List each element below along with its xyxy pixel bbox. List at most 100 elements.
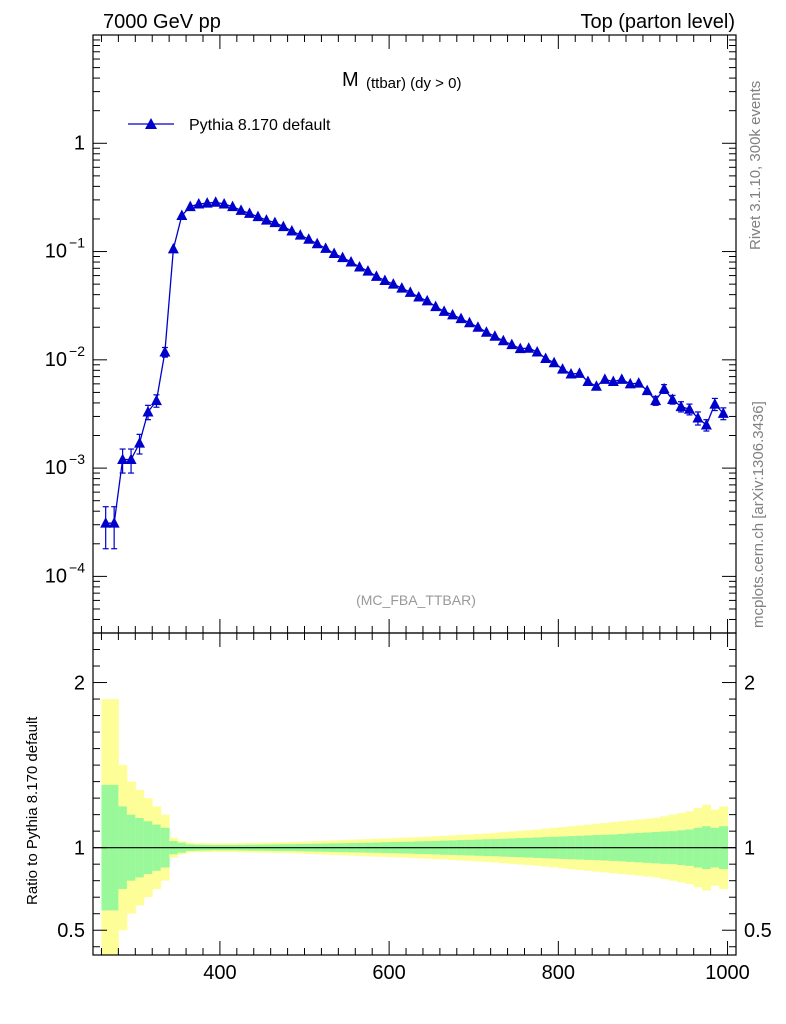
data-point bbox=[540, 352, 552, 363]
main-ytick-label: 10 bbox=[45, 457, 67, 479]
data-point bbox=[506, 338, 518, 350]
ratio-xtick-label: 600 bbox=[372, 962, 405, 984]
main-ytick-label: 1 bbox=[74, 132, 85, 154]
data-point bbox=[675, 400, 687, 412]
data-point bbox=[430, 300, 442, 312]
data-point bbox=[142, 405, 154, 417]
ratio-bands bbox=[101, 699, 729, 955]
main-ytick-label: 10 bbox=[45, 349, 67, 371]
data-point bbox=[573, 367, 585, 378]
ratio-ytick-label-right: 2 bbox=[744, 673, 755, 695]
legend-entry: Pythia 8.170 default bbox=[189, 117, 331, 134]
data-point bbox=[497, 334, 509, 346]
ratio-ylabel: Ratio to Pythia 8.170 default bbox=[24, 716, 41, 905]
data-point bbox=[311, 237, 323, 249]
data-point bbox=[557, 363, 569, 374]
header-right: Top (parton level) bbox=[580, 11, 735, 33]
data-point bbox=[523, 342, 535, 353]
data-point bbox=[159, 346, 171, 357]
main-ytick-exponent: −1 bbox=[69, 235, 85, 251]
data-point bbox=[582, 375, 594, 387]
data-point bbox=[345, 256, 357, 267]
main-series bbox=[100, 196, 729, 550]
ratio-ytick-label-right: 1 bbox=[744, 838, 755, 860]
data-point bbox=[370, 270, 382, 281]
data-point bbox=[531, 346, 543, 357]
data-point bbox=[303, 233, 315, 244]
data-point bbox=[480, 326, 492, 337]
legend-marker bbox=[145, 118, 157, 129]
series-line bbox=[105, 201, 724, 524]
data-point bbox=[658, 382, 670, 394]
data-point bbox=[320, 242, 332, 253]
data-point bbox=[201, 197, 213, 208]
main-title: M bbox=[342, 69, 359, 91]
analysis-tag: (MC_FBA_TTBAR) bbox=[356, 592, 476, 608]
data-point bbox=[607, 375, 619, 387]
data-point bbox=[235, 204, 247, 215]
data-point bbox=[244, 207, 256, 218]
data-point bbox=[616, 373, 628, 384]
data-point bbox=[700, 419, 712, 430]
data-point bbox=[328, 247, 340, 258]
data-point bbox=[455, 312, 467, 324]
data-point bbox=[633, 377, 645, 388]
data-point bbox=[599, 373, 611, 384]
data-point bbox=[396, 282, 408, 293]
data-point bbox=[413, 291, 425, 302]
ratio-xtick-label: 400 bbox=[203, 962, 236, 984]
data-point bbox=[379, 274, 391, 286]
ratio-xtick-label: 1000 bbox=[705, 962, 750, 984]
ratio-frame bbox=[92, 632, 737, 956]
main-ytick-exponent: −2 bbox=[69, 343, 85, 359]
legend: Pythia 8.170 default bbox=[128, 117, 331, 134]
main-ytick-label: 10 bbox=[45, 565, 67, 587]
ratio-ytick-label-right: 0.5 bbox=[744, 920, 772, 942]
data-point bbox=[100, 517, 112, 528]
data-point bbox=[387, 278, 399, 289]
data-point bbox=[125, 453, 137, 465]
data-point bbox=[277, 220, 289, 232]
data-point bbox=[193, 197, 205, 209]
header-left: 7000 GeV pp bbox=[103, 11, 221, 33]
data-point bbox=[489, 330, 501, 341]
data-point bbox=[565, 367, 577, 379]
data-point bbox=[260, 214, 272, 225]
data-point bbox=[514, 342, 526, 354]
data-point bbox=[438, 305, 450, 316]
data-point bbox=[692, 412, 704, 423]
data-point bbox=[218, 197, 230, 209]
data-point bbox=[709, 398, 721, 409]
data-point bbox=[667, 393, 679, 405]
data-point bbox=[624, 377, 636, 389]
ratio-ytick-label: 2 bbox=[74, 673, 85, 695]
data-point bbox=[227, 200, 239, 212]
ratio-axis-ticks: 400 600 800 1000 0.5 0.5 1 1 2 2 bbox=[57, 633, 772, 984]
data-point bbox=[463, 316, 475, 328]
data-point bbox=[362, 265, 374, 276]
data-point bbox=[150, 394, 162, 406]
data-point bbox=[337, 251, 349, 263]
data-point bbox=[421, 294, 433, 306]
data-point bbox=[269, 216, 281, 228]
data-point bbox=[548, 356, 560, 368]
main-subtitle: (ttbar) (dy > 0) bbox=[366, 75, 461, 92]
main-ytick-exponent: −4 bbox=[69, 559, 85, 575]
data-point bbox=[472, 321, 484, 332]
data-point bbox=[590, 380, 602, 391]
main-ytick-exponent: −3 bbox=[69, 451, 85, 467]
data-point bbox=[641, 384, 653, 396]
ratio-ytick-label: 0.5 bbox=[57, 920, 85, 942]
data-point bbox=[294, 229, 306, 240]
data-point bbox=[252, 210, 264, 222]
ratio-xtick-label: 800 bbox=[542, 962, 575, 984]
data-point bbox=[210, 196, 222, 207]
data-point bbox=[717, 407, 729, 418]
data-point bbox=[404, 286, 416, 297]
rivet-label: Rivet 3.1.10, 300k events bbox=[747, 81, 764, 250]
data-point bbox=[176, 209, 188, 221]
data-point bbox=[650, 394, 662, 406]
data-point bbox=[108, 517, 120, 528]
data-point bbox=[286, 224, 298, 236]
